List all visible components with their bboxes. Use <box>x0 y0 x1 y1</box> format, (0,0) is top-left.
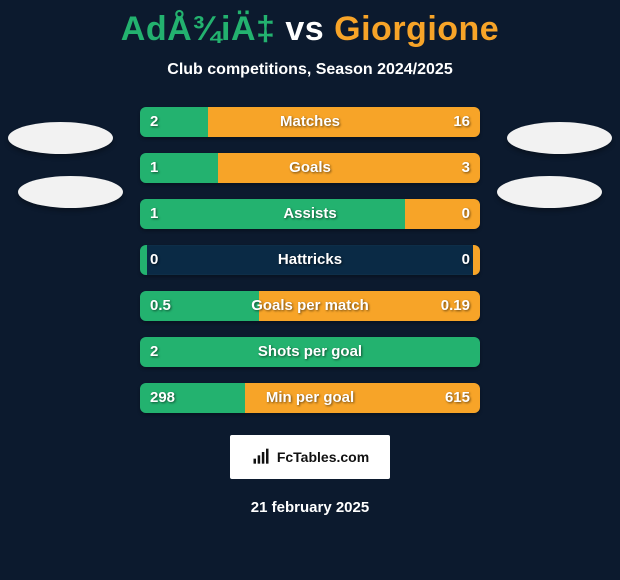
player2-flag-badge <box>497 176 602 208</box>
stat-label: Matches <box>140 107 480 137</box>
date-label: 21 february 2025 <box>0 499 620 516</box>
player1-name: AdÅ¾iÄ‡ <box>121 10 276 48</box>
player1-club-badge <box>8 122 113 154</box>
brand-label: FcTables.com <box>277 449 369 465</box>
stat-row: 216Matches <box>140 107 480 137</box>
stats-container: 216Matches 13Goals 10Assists 00Hattricks 0.5… <box>140 107 480 413</box>
player1-flag-badge <box>18 176 123 208</box>
stat-label: Goals per match <box>140 291 480 321</box>
stat-row: 10Assists <box>140 199 480 229</box>
brand-badge: FcTables.com <box>230 435 390 479</box>
chart-bar-icon <box>251 447 271 467</box>
stat-label: Assists <box>140 199 480 229</box>
stat-row: 13Goals <box>140 153 480 183</box>
stat-label: Hattricks <box>140 245 480 275</box>
stat-label: Goals <box>140 153 480 183</box>
player2-name: Giorgione <box>334 10 499 48</box>
player2-club-badge <box>507 122 612 154</box>
stat-row: 00Hattricks <box>140 245 480 275</box>
stat-row: 298615Min per goal <box>140 383 480 413</box>
vs-label: vs <box>285 10 324 48</box>
stat-row: 2Shots per goal <box>140 337 480 367</box>
stat-label: Shots per goal <box>140 337 480 367</box>
stat-label: Min per goal <box>140 383 480 413</box>
page-title: AdÅ¾iÄ‡ vs Giorgione <box>0 0 620 49</box>
stat-row: 0.50.19Goals per match <box>140 291 480 321</box>
subtitle: Club competitions, Season 2024/2025 <box>0 61 620 79</box>
